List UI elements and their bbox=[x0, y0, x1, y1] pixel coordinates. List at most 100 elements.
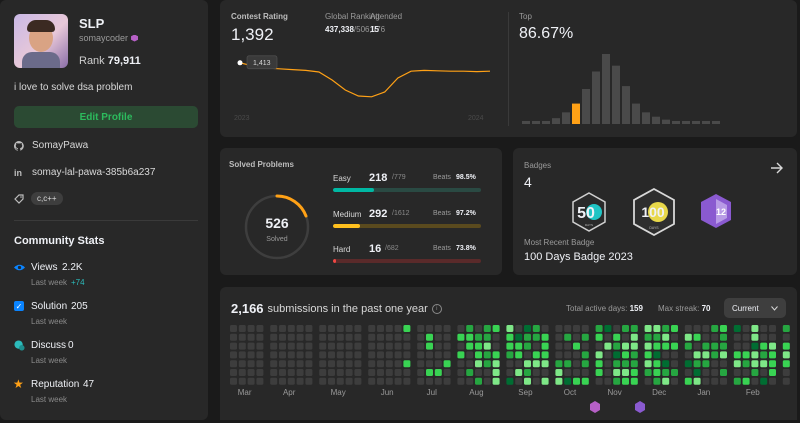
heatmap-cell[interactable] bbox=[270, 333, 278, 341]
heatmap-cell[interactable] bbox=[782, 369, 790, 376]
github-link[interactable]: SomayPawa bbox=[14, 140, 88, 151]
heatmap-cell[interactable] bbox=[760, 360, 768, 368]
heatmap-cell[interactable] bbox=[630, 325, 638, 332]
heatmap-cell[interactable] bbox=[541, 351, 549, 359]
heatmap-cell[interactable] bbox=[377, 351, 384, 359]
heatmap-cell[interactable] bbox=[417, 351, 425, 359]
heatmap-cell[interactable] bbox=[492, 333, 500, 341]
heatmap-cell[interactable] bbox=[492, 325, 500, 332]
heatmap-cell[interactable] bbox=[532, 377, 540, 385]
badge-12-monthly[interactable]: 12 bbox=[699, 193, 733, 229]
heatmap-cell[interactable] bbox=[524, 369, 531, 376]
heatmap-cell[interactable] bbox=[555, 360, 563, 368]
heatmap-cell[interactable] bbox=[671, 333, 678, 341]
heatmap-cell[interactable] bbox=[256, 360, 264, 368]
heatmap-cell[interactable] bbox=[581, 377, 589, 385]
heatmap-cell[interactable] bbox=[270, 351, 278, 359]
heatmap-cell[interactable] bbox=[653, 333, 661, 341]
heatmap-cell[interactable] bbox=[693, 325, 701, 332]
heatmap-cell[interactable] bbox=[742, 325, 750, 332]
heatmap-cell[interactable] bbox=[532, 360, 540, 368]
heatmap-cell[interactable] bbox=[230, 360, 237, 368]
heatmap-cell[interactable] bbox=[742, 369, 750, 376]
heatmap-cell[interactable] bbox=[417, 325, 425, 332]
heatmap-cell[interactable] bbox=[653, 377, 661, 385]
heatmap-cell[interactable] bbox=[394, 360, 402, 368]
heatmap-cell[interactable] bbox=[305, 342, 313, 350]
heatmap-cell[interactable] bbox=[541, 369, 549, 376]
top-histogram-bar[interactable] bbox=[662, 119, 670, 124]
heatmap-cell[interactable] bbox=[720, 369, 727, 376]
heatmap-cell[interactable] bbox=[720, 342, 727, 350]
heatmap-cell[interactable] bbox=[368, 351, 376, 359]
heatmap-cell[interactable] bbox=[483, 333, 491, 341]
arrow-right-icon[interactable] bbox=[770, 162, 784, 174]
heatmap-cell[interactable] bbox=[296, 333, 304, 341]
heatmap-cell[interactable] bbox=[475, 351, 482, 359]
heatmap-cell[interactable] bbox=[247, 360, 255, 368]
heatmap-cell[interactable] bbox=[492, 360, 500, 368]
heatmap-cell[interactable] bbox=[443, 377, 451, 385]
heatmap-cell[interactable] bbox=[581, 351, 589, 359]
heatmap-cell[interactable] bbox=[457, 377, 465, 385]
heatmap-cell[interactable] bbox=[287, 325, 295, 332]
heatmap-cell[interactable] bbox=[573, 377, 580, 385]
heatmap-cell[interactable] bbox=[238, 342, 246, 350]
heatmap-cell[interactable] bbox=[403, 377, 411, 385]
heatmap-cell[interactable] bbox=[230, 377, 237, 385]
heatmap-cell[interactable] bbox=[595, 351, 603, 359]
heatmap-cell[interactable] bbox=[644, 377, 652, 385]
heatmap-cell[interactable] bbox=[595, 333, 603, 341]
heatmap-cell[interactable] bbox=[769, 325, 776, 332]
heatmap-cell[interactable] bbox=[622, 351, 629, 359]
heatmap-cell[interactable] bbox=[573, 342, 580, 350]
heatmap-cell[interactable] bbox=[319, 360, 327, 368]
heatmap-cell[interactable] bbox=[354, 377, 362, 385]
heatmap-cell[interactable] bbox=[595, 342, 603, 350]
heatmap-cell[interactable] bbox=[443, 333, 451, 341]
top-histogram[interactable] bbox=[519, 52, 787, 124]
heatmap-cell[interactable] bbox=[247, 377, 255, 385]
heatmap-cell[interactable] bbox=[443, 369, 451, 376]
heatmap-cell[interactable] bbox=[434, 351, 442, 359]
heatmap-cell[interactable] bbox=[483, 351, 491, 359]
heatmap-cell[interactable] bbox=[247, 325, 255, 332]
heatmap-cell[interactable] bbox=[417, 342, 425, 350]
heatmap-cell[interactable] bbox=[573, 333, 580, 341]
linkedin-link[interactable]: in somay-lal-pawa-385b6a237 bbox=[14, 167, 155, 178]
heatmap-cell[interactable] bbox=[604, 377, 612, 385]
heatmap-cell[interactable] bbox=[287, 342, 295, 350]
heatmap-cell[interactable] bbox=[377, 369, 384, 376]
heatmap-cell[interactable] bbox=[720, 351, 727, 359]
heatmap-cell[interactable] bbox=[662, 342, 670, 350]
heatmap-cell[interactable] bbox=[247, 342, 255, 350]
heatmap-cell[interactable] bbox=[671, 377, 678, 385]
heatmap-cell[interactable] bbox=[653, 342, 661, 350]
heatmap-cell[interactable] bbox=[662, 333, 670, 341]
top-histogram-bar[interactable] bbox=[552, 118, 560, 124]
heatmap-cell[interactable] bbox=[256, 333, 264, 341]
heatmap-cell[interactable] bbox=[417, 377, 425, 385]
heatmap-cell[interactable] bbox=[742, 333, 750, 341]
submission-heatmap[interactable]: MarAprMayJunJulAugSepOctNovDecJanFebMar bbox=[230, 325, 790, 423]
heatmap-cell[interactable] bbox=[702, 369, 710, 376]
heatmap-cell[interactable] bbox=[492, 369, 500, 376]
heatmap-cell[interactable] bbox=[711, 360, 719, 368]
heatmap-cell[interactable] bbox=[457, 360, 465, 368]
heatmap-cell[interactable] bbox=[475, 325, 482, 332]
heatmap-cell[interactable] bbox=[238, 351, 246, 359]
heatmap-cell[interactable] bbox=[426, 377, 433, 385]
heatmap-cell[interactable] bbox=[426, 351, 433, 359]
heatmap-cell[interactable] bbox=[287, 333, 295, 341]
top-histogram-bar[interactable] bbox=[632, 103, 640, 124]
heatmap-cell[interactable] bbox=[702, 360, 710, 368]
top-histogram-bar[interactable] bbox=[622, 86, 630, 124]
heatmap-cell[interactable] bbox=[693, 342, 701, 350]
heatmap-cell[interactable] bbox=[711, 377, 719, 385]
heatmap-cell[interactable] bbox=[238, 325, 246, 332]
heatmap-cell[interactable] bbox=[319, 333, 327, 341]
heatmap-cell[interactable] bbox=[506, 351, 514, 359]
top-histogram-bar[interactable] bbox=[592, 71, 600, 125]
heatmap-cell[interactable] bbox=[354, 369, 362, 376]
heatmap-cell[interactable] bbox=[760, 369, 768, 376]
